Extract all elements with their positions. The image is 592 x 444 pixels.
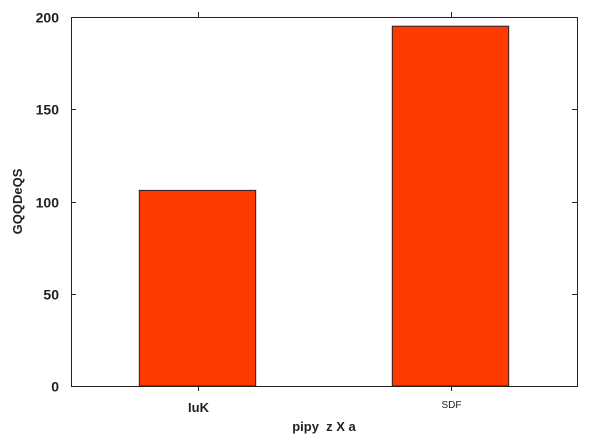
bars-group	[139, 26, 508, 386]
y-tick-label: 150	[36, 102, 60, 118]
y-tick-label: 50	[43, 287, 59, 303]
y-axis-label: GQQDeQS	[10, 168, 25, 234]
bar-iuk	[139, 190, 255, 386]
y-tick-label: 200	[36, 10, 60, 26]
x-tick-label: IuK	[188, 400, 210, 415]
y-tick-label: 0	[51, 379, 59, 395]
x-tick-label: SDF	[442, 400, 462, 411]
x-axis-label: pipy z X a	[292, 419, 356, 434]
bar-sdf	[392, 26, 508, 386]
y-tick-label: 100	[36, 195, 60, 211]
